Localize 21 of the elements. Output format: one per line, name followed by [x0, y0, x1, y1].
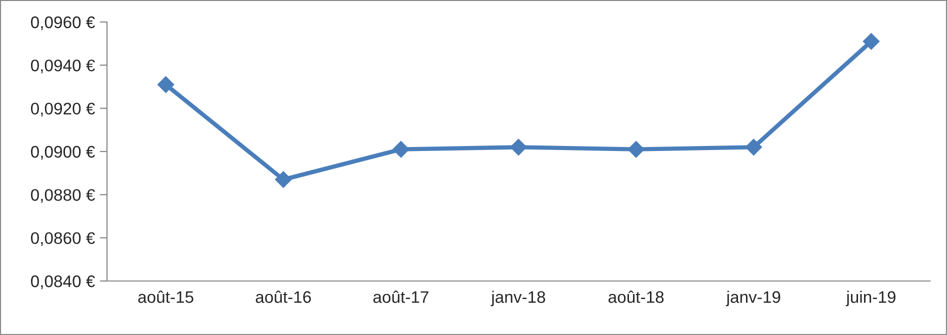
x-tick-label: août-17: [373, 290, 428, 303]
point: [510, 138, 527, 156]
x-tick-label: août-18: [608, 290, 664, 303]
y-tick-label: 0,0920 €: [30, 102, 95, 117]
x-tick-label: juin-19: [846, 290, 896, 306]
x-tick-label: août-16: [256, 290, 311, 303]
point: [392, 140, 410, 158]
x-tick-label: août-15: [138, 290, 194, 303]
y-tick-label: 0,0840 €: [30, 275, 95, 290]
point: [628, 140, 644, 158]
x-tick-label: janv-18: [490, 290, 546, 306]
y-tick-label: 0,0940 €: [30, 60, 95, 74]
point: [157, 76, 174, 93]
y-tick-label: 0,0880 €: [30, 189, 95, 203]
point: [862, 33, 880, 50]
y-tick-label: 0,0900 €: [30, 146, 95, 160]
y-tick-label: 0,0960 €: [30, 16, 95, 30]
x-tick-label: janv-19: [726, 290, 780, 306]
point: [745, 138, 762, 156]
y-tick-label: 0,0860 €: [30, 232, 95, 246]
point: [274, 171, 292, 188]
